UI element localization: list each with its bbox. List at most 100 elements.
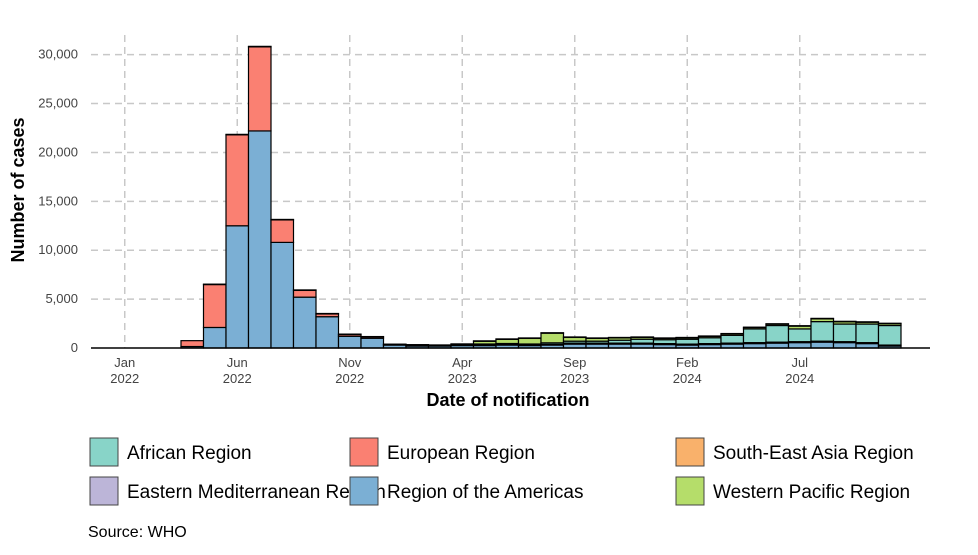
bar-segment: [337, 335, 362, 349]
bar-segment: [877, 322, 902, 325]
y-tick-label: 20,000: [38, 144, 78, 159]
bar-segment: [720, 334, 745, 344]
bar-segment: [697, 337, 722, 345]
bar-segment: [540, 332, 565, 334]
bar-segment: [427, 344, 452, 347]
bar-segment: [562, 336, 587, 339]
bar-segment: [675, 336, 700, 339]
bar-segment: [360, 335, 385, 338]
x-tick-label: 2022: [110, 371, 139, 386]
legend-item: Eastern Mediterranean Region: [89, 476, 386, 506]
bar-segment: [630, 336, 655, 339]
bar-segment: [292, 289, 317, 298]
bar-segment: [517, 337, 542, 340]
bar-segment: [832, 342, 857, 349]
bar-segment: [225, 133, 250, 136]
bar-segment: [180, 340, 205, 348]
bar-segment: [742, 326, 767, 329]
bar-segment: [810, 317, 835, 320]
x-tick-label: Jun: [227, 355, 248, 370]
bar-segment: [832, 323, 857, 343]
bar-segment: [495, 338, 520, 341]
bar-segment: [292, 289, 317, 292]
source-note: Source: WHO: [88, 524, 187, 541]
x-tick-label: Jan: [114, 355, 135, 370]
bar-segment: [765, 323, 790, 325]
legend-label: Region of the Americas: [387, 482, 583, 503]
bar-segment: [832, 320, 857, 323]
y-tick-label: 30,000: [38, 47, 78, 62]
grid: [91, 35, 930, 348]
bar-segment: [472, 340, 497, 342]
x-tick-label: 2024: [785, 371, 814, 386]
bar-segment: [607, 336, 632, 339]
bar-segment: [810, 321, 835, 342]
bar-segment: [765, 324, 790, 343]
bar-segment: [450, 343, 475, 345]
bar-segment: [202, 283, 227, 329]
x-tick-label: Nov: [338, 355, 362, 370]
bar-segment: [675, 338, 700, 345]
bar-segment: [720, 332, 745, 335]
legend-item: African Region: [89, 437, 252, 467]
x-tick-label: Jul: [791, 355, 808, 370]
y-axis-title: Number of cases: [8, 117, 28, 262]
bar-segment: [270, 241, 295, 349]
x-tick-label: 2022: [223, 371, 252, 386]
y-tick-label: 5,000: [45, 291, 78, 306]
bar-segment: [855, 323, 880, 344]
y-tick-label: 25,000: [38, 96, 78, 111]
bar-segment: [315, 312, 340, 315]
x-tick-label: 2022: [335, 371, 364, 386]
legend-swatch: [349, 476, 379, 506]
legend-label: European Region: [387, 443, 535, 464]
x-tick-label: 2023: [560, 371, 589, 386]
y-tick-label: 0: [71, 340, 78, 355]
legend-item: European Region: [349, 437, 535, 467]
bar-segment: [787, 328, 812, 343]
legend-swatch: [89, 476, 119, 506]
y-tick-label: 10,000: [38, 242, 78, 257]
axes: 05,00010,00015,00020,00025,00030,000Jan2…: [38, 47, 930, 386]
bar-segment: [360, 337, 385, 349]
x-tick-label: 2024: [673, 371, 702, 386]
legend-item: South-East Asia Region: [675, 437, 914, 467]
bar-segment: [225, 225, 250, 349]
x-axis-title: Date of notification: [427, 390, 590, 410]
legend-label: Eastern Mediterranean Region: [127, 482, 386, 503]
bar-segment: [270, 218, 295, 221]
legend-label: Western Pacific Region: [713, 482, 910, 503]
bar-segment: [270, 219, 295, 244]
bar-segment: [405, 344, 430, 346]
legend-label: South-East Asia Region: [713, 443, 914, 464]
bar-segment: [202, 283, 227, 286]
x-tick-label: 2023: [448, 371, 477, 386]
bar-segment: [742, 328, 767, 344]
bars: [180, 45, 902, 349]
bar-segment: [877, 324, 902, 346]
bar-segment: [855, 321, 880, 323]
bar-segment: [697, 335, 722, 338]
bar-segment: [247, 46, 272, 132]
bar-segment: [337, 333, 362, 336]
bar-segment: [315, 316, 340, 349]
bar-segment: [787, 342, 812, 349]
legend-item: Western Pacific Region: [675, 476, 910, 506]
bar-segment: [202, 326, 227, 349]
bar-segment: [247, 45, 272, 48]
bar-segment: [382, 343, 407, 346]
legend-item: Region of the Americas: [349, 476, 583, 506]
legend: African Region Eastern Mediterranean Regi…: [89, 437, 914, 506]
bar-segment: [810, 341, 835, 349]
legend-swatch: [675, 437, 705, 467]
bar-segment: [585, 337, 610, 340]
legend-swatch: [349, 437, 379, 467]
bar-segment: [787, 325, 812, 327]
bar-segment: [652, 337, 677, 340]
bar-segment: [292, 296, 317, 349]
legend-swatch: [89, 437, 119, 467]
bar-segment: [540, 332, 565, 344]
legend-swatch: [675, 476, 705, 506]
x-tick-label: Apr: [452, 355, 473, 370]
